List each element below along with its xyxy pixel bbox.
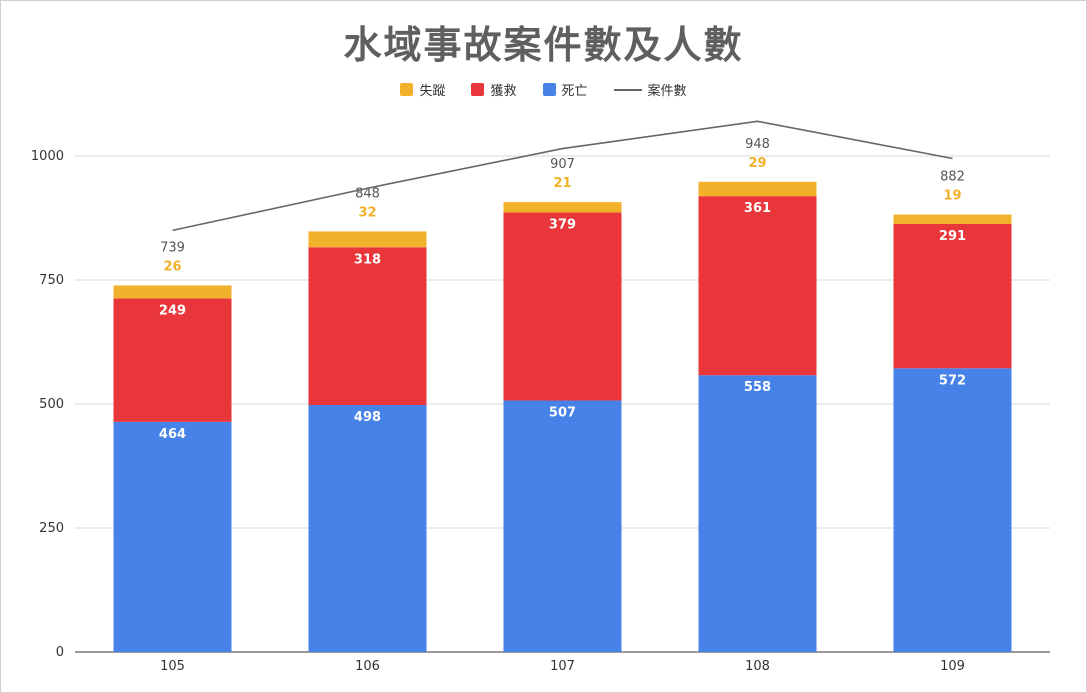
data-label-107-missing: 21: [553, 176, 571, 191]
data-label-105-missing: 26: [163, 259, 181, 274]
data-label-109-missing: 19: [943, 189, 961, 204]
bar-108-series-1: [698, 196, 817, 376]
legend-label-rescued: 獲救: [490, 84, 517, 99]
bar-107-series-1: [503, 212, 622, 401]
chart-title: 水域事故案件數及人數: [343, 23, 744, 67]
total-label-108: 948: [745, 137, 770, 152]
data-label-107-series-0: 507: [549, 406, 576, 421]
data-label-108-missing: 29: [748, 156, 766, 171]
y-tick-0: 0: [56, 645, 64, 660]
data-label-106-missing: 32: [358, 205, 376, 220]
legend-item-rescued: 獲救: [471, 80, 517, 99]
data-label-107-series-1: 379: [549, 218, 576, 233]
bar-106-series-2: [308, 231, 427, 248]
data-label-109-series-1: 291: [939, 229, 966, 244]
bar-106-series-0: [308, 404, 427, 652]
legend-item-cases: 案件數: [613, 80, 687, 99]
bar-106-series-1: [308, 247, 427, 405]
y-tick-500: 500: [39, 397, 64, 412]
data-label-105-series-0: 464: [159, 427, 186, 442]
y-tick-1000: 1000: [31, 149, 64, 164]
legend-label-deaths: 死亡: [561, 84, 588, 99]
bar-109-series-0: [893, 368, 1012, 652]
data-label-108-series-1: 361: [744, 201, 771, 216]
x-tick-108: 108: [745, 659, 770, 674]
data-label-109-series-0: 572: [939, 373, 966, 388]
bar-105-series-1: [113, 298, 232, 422]
legend-label-missing: 失蹤: [419, 84, 446, 99]
total-label-105: 739: [160, 240, 185, 255]
bar-109-series-1: [893, 223, 1012, 369]
data-label-106-series-1: 318: [354, 252, 381, 267]
legend-label-cases: 案件數: [647, 84, 687, 99]
line-series-cases: [172, 120, 953, 232]
bar-105-series-0: [113, 421, 232, 652]
legend-swatch-rescued: [471, 83, 485, 96]
data-label-105-series-1: 249: [159, 303, 186, 318]
y-tick-750: 750: [39, 273, 64, 288]
x-tick-105: 105: [160, 659, 185, 674]
legend-swatch-missing: [400, 83, 414, 96]
y-tick-250: 250: [39, 521, 64, 536]
x-tick-107: 107: [550, 659, 575, 674]
bar-108-series-0: [698, 375, 817, 652]
legend: 失蹤 獲救 死亡 案件數: [0, 80, 1087, 99]
bar-105-series-2: [113, 285, 232, 299]
legend-swatch-cases: [613, 88, 642, 91]
bar-107-series-2: [503, 202, 622, 213]
total-label-109: 882: [940, 170, 965, 185]
legend-swatch-deaths: [542, 83, 556, 96]
bar-107-series-0: [503, 400, 622, 652]
legend-item-missing: 失蹤: [400, 80, 445, 99]
data-label-108-series-0: 558: [744, 380, 771, 395]
x-tick-109: 109: [940, 659, 965, 674]
total-label-107: 907: [550, 157, 575, 172]
bar-109-series-2: [893, 214, 1012, 224]
data-label-106-series-0: 498: [354, 410, 381, 425]
x-tick-106: 106: [355, 659, 380, 674]
bar-108-series-2: [698, 181, 817, 197]
legend-item-deaths: 死亡: [542, 80, 588, 99]
